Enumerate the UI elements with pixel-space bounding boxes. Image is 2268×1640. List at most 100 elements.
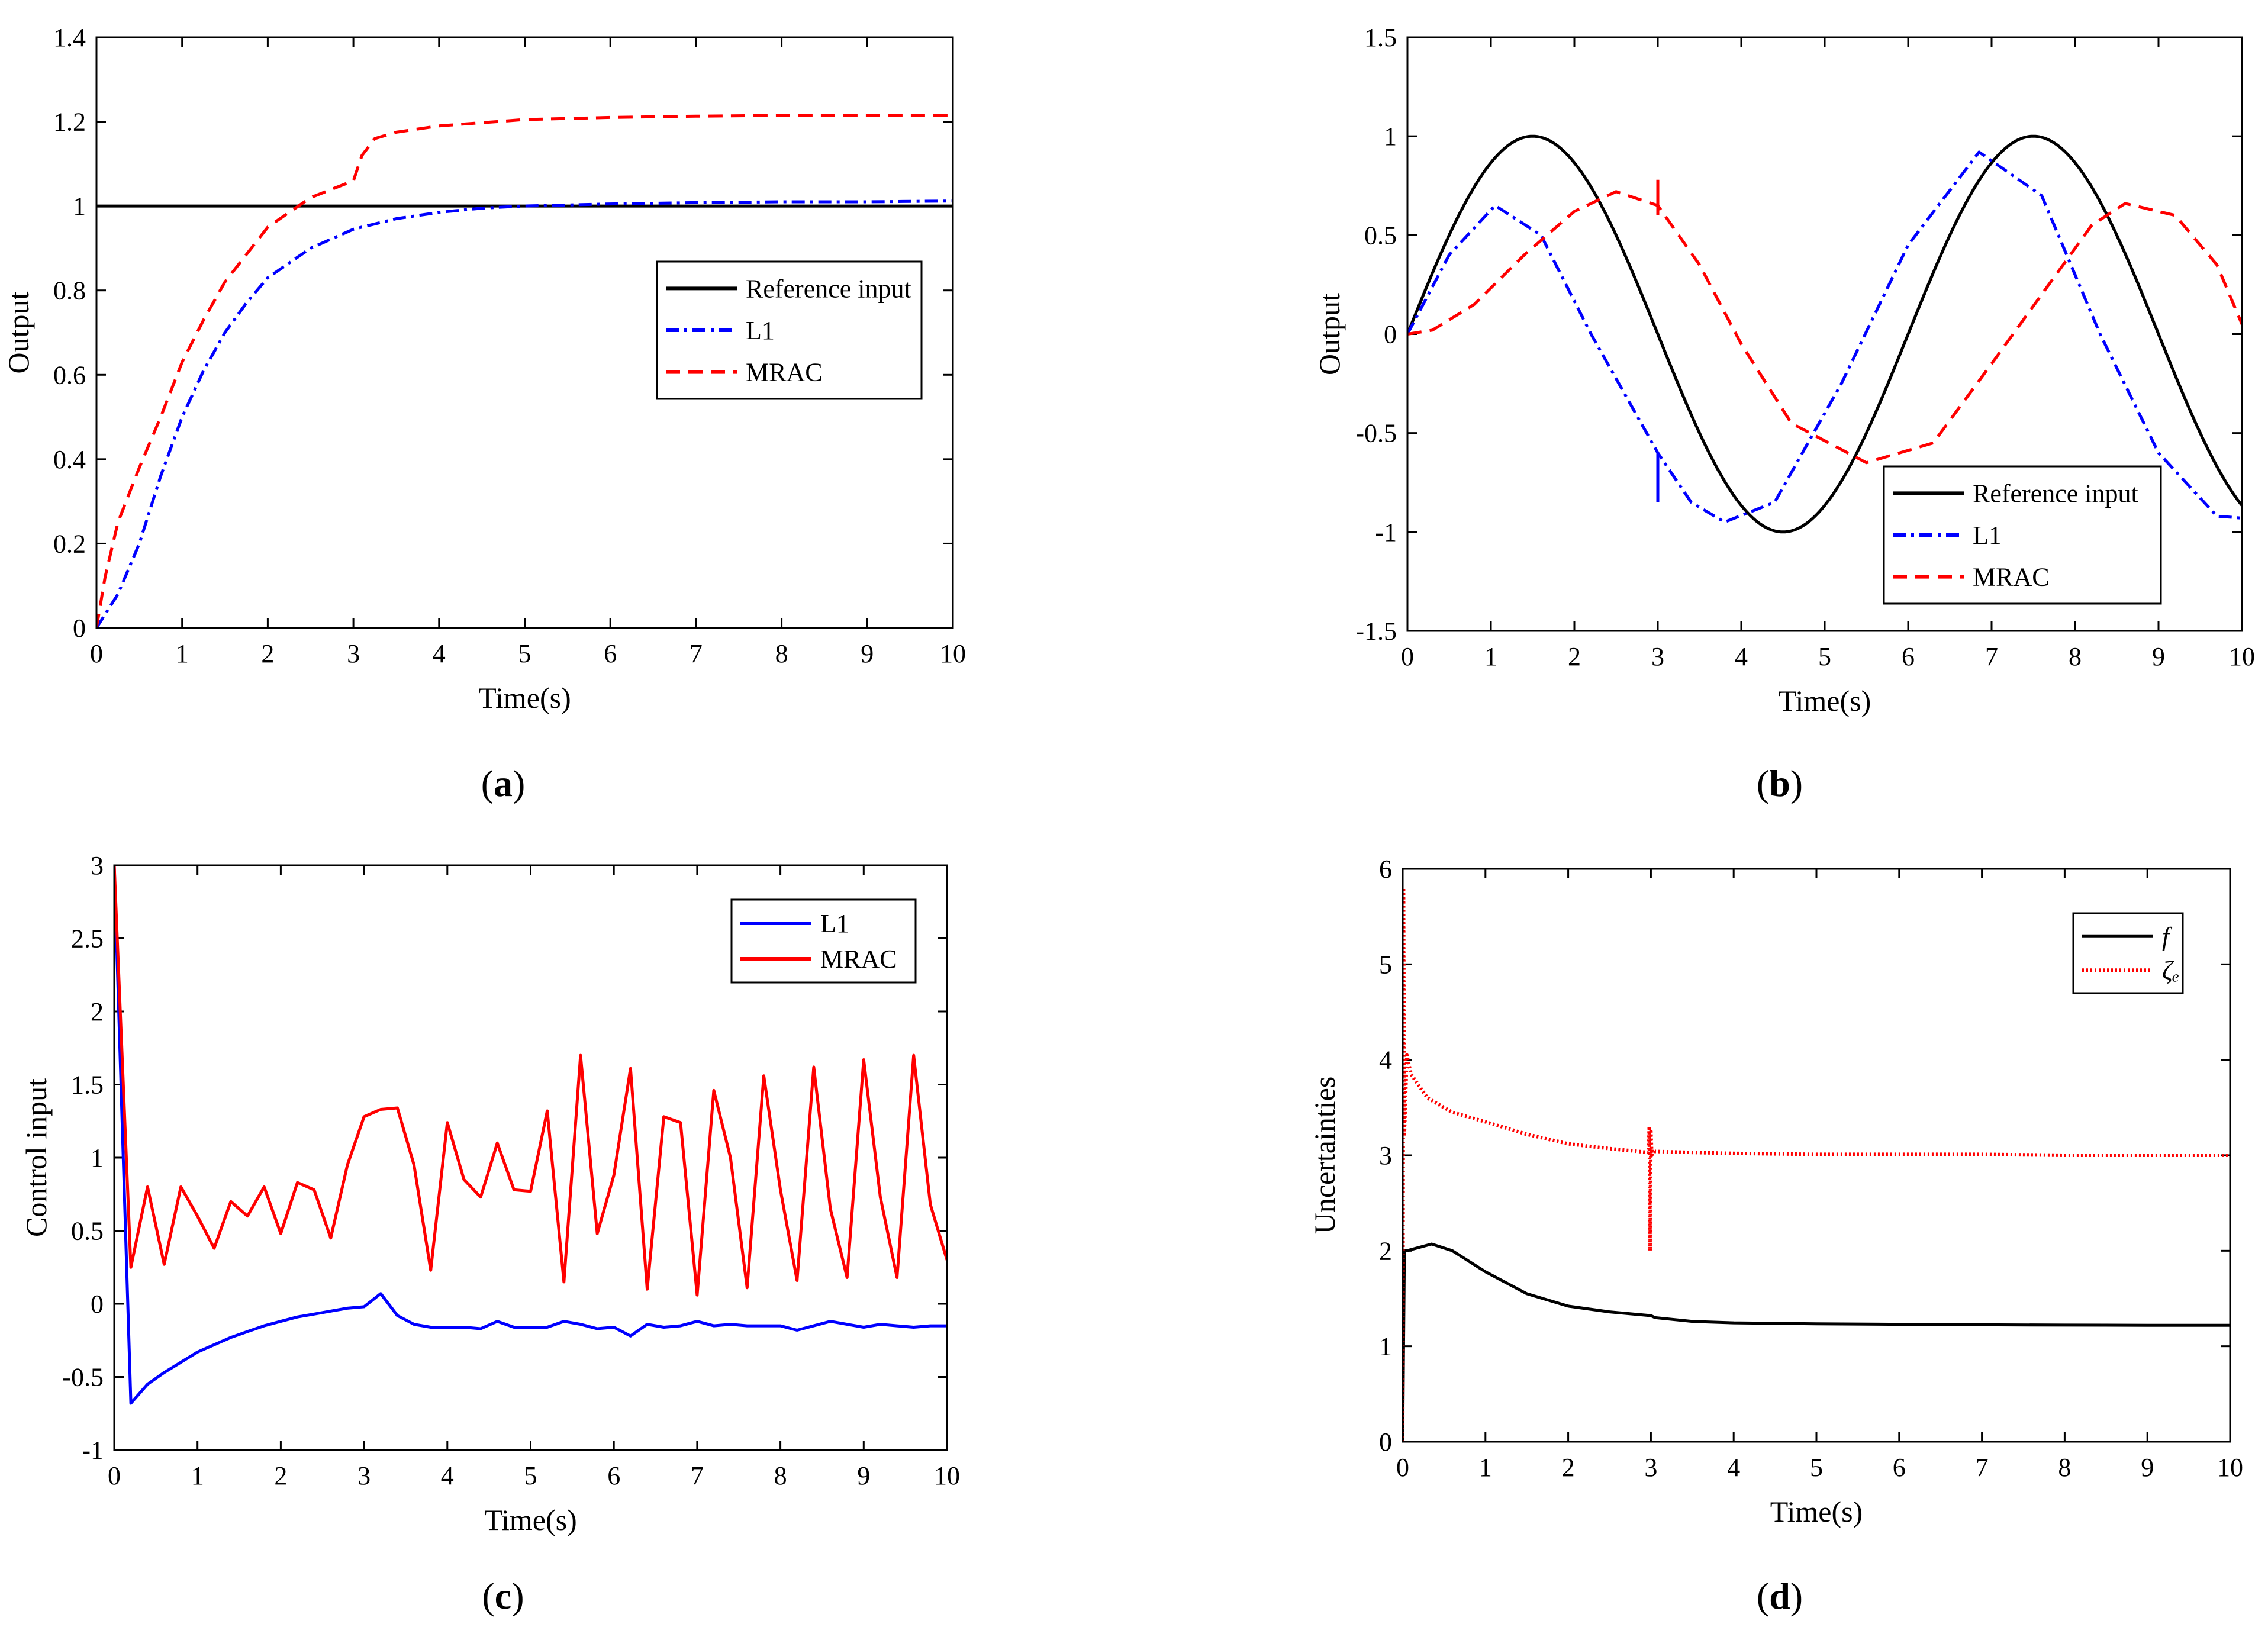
x-tick-label: 9	[2152, 642, 2165, 671]
y-axis-label: Output	[2, 291, 35, 373]
y-tick-label: 0	[73, 614, 86, 643]
series-line-reference-input	[1407, 134, 2242, 534]
y-tick-label: 0	[91, 1290, 104, 1319]
legend-label: MRAC	[1973, 563, 2050, 592]
y-axis-label: Uncertainties	[1308, 1077, 1341, 1235]
x-tick-label: 10	[2229, 642, 2255, 671]
series-line-mrac	[96, 114, 953, 628]
y-tick-label: -1	[1375, 518, 1397, 547]
x-tick-label: 2	[1562, 1453, 1575, 1482]
x-tick-label: 3	[1651, 642, 1664, 671]
legend-label: L1	[820, 909, 849, 938]
x-tick-label: 0	[1401, 642, 1414, 671]
x-tick-label: 5	[1818, 642, 1831, 671]
y-tick-label: 0.2	[53, 529, 86, 558]
y-tick-label: 1	[91, 1143, 104, 1172]
plot-area	[114, 865, 947, 1405]
y-tick-label: 0.6	[53, 360, 86, 389]
x-tick-label: 10	[2217, 1453, 2243, 1482]
y-axis-label: Output	[1313, 293, 1346, 375]
y-tick-label: 2.5	[71, 924, 104, 953]
panel-caption: (a)	[481, 762, 526, 804]
x-tick-label: 3	[347, 639, 360, 668]
y-tick-label: -1	[82, 1436, 104, 1465]
x-tick-label: 7	[1976, 1453, 1989, 1482]
x-tick-label: 6	[1893, 1453, 1906, 1482]
x-tick-label: 9	[861, 639, 874, 668]
y-tick-label: 2	[1379, 1236, 1392, 1265]
x-tick-label: 7	[691, 1461, 704, 1490]
legend-box	[730, 898, 917, 984]
y-tick-label: 0.5	[71, 1217, 104, 1246]
x-tick-label: 10	[934, 1461, 960, 1490]
plot-area	[1407, 134, 2242, 534]
y-tick-label: 1	[1384, 122, 1397, 151]
legend-label: MRAC	[746, 358, 823, 387]
x-tick-label: 4	[441, 1461, 454, 1490]
x-tick-label: 5	[1810, 1453, 1823, 1482]
x-axis-label: Time(s)	[1779, 684, 1871, 717]
legend-label: ζₑ	[2162, 956, 2179, 985]
x-tick-label: 5	[524, 1461, 537, 1490]
x-tick-label: 4	[1735, 642, 1748, 671]
y-tick-label: -0.5	[62, 1363, 104, 1392]
x-tick-label: 9	[857, 1461, 870, 1490]
y-tick-label: 1.4	[53, 23, 86, 52]
x-tick-label: 0	[90, 639, 103, 668]
x-tick-label: 7	[1985, 642, 1998, 671]
y-tick-label: 1.5	[71, 1071, 104, 1100]
y-tick-label: 0.8	[53, 276, 86, 305]
x-tick-label: 6	[1902, 642, 1915, 671]
x-tick-label: 1	[176, 639, 189, 668]
x-tick-label: 2	[261, 639, 274, 668]
x-tick-label: 3	[357, 1461, 371, 1490]
x-tick-label: 2	[274, 1461, 287, 1490]
legend: Reference input L1 MRAC	[1883, 465, 2162, 605]
x-tick-label: 8	[775, 639, 788, 668]
axes-frame	[95, 36, 954, 629]
y-axis-label: Control input	[20, 1078, 53, 1237]
x-tick-label: 7	[690, 639, 703, 668]
series-line-mrac	[114, 865, 947, 1297]
chart-d: 0 1 2 3 4 5 6 7 8 9 10 0 1 2 3 4 5 6 Time(s) Uncertainties f…	[1308, 855, 2243, 1617]
x-tick-label: 8	[2058, 1453, 2071, 1482]
chart-a: 0 1 2 3 4 5 6 7 8 9 10 0 0.2 0.4 0.6 0.8 1 1.2 1.4 Time(s) O…	[2, 23, 966, 804]
plot-area	[96, 114, 953, 628]
y-tick-label: 6	[1379, 855, 1392, 884]
x-tick-label: 1	[191, 1461, 204, 1490]
x-axis-label: Time(s)	[1770, 1495, 1863, 1528]
x-tick-label: 3	[1644, 1453, 1657, 1482]
legend-label: Reference input	[746, 274, 911, 303]
y-tick-label: 0	[1379, 1428, 1392, 1457]
y-tick-label: 2	[91, 997, 104, 1026]
panel-caption: (d)	[1757, 1575, 1803, 1617]
axes-frame	[1406, 36, 2243, 632]
y-tick-label: -0.5	[1355, 419, 1397, 448]
x-tick-label: 8	[774, 1461, 787, 1490]
x-axis-label: Time(s)	[478, 681, 571, 714]
x-axis-label: Time(s)	[484, 1503, 577, 1536]
y-tick-label: 1	[73, 192, 86, 221]
series-line-mrac	[1407, 190, 2242, 465]
axes-frame	[113, 864, 948, 1451]
panel-caption: (c)	[482, 1575, 524, 1617]
x-tick-label: 6	[604, 639, 617, 668]
y-tick-label: -1.5	[1355, 617, 1397, 646]
legend: fζₑ	[2072, 912, 2184, 994]
x-tick-label: 6	[607, 1461, 620, 1490]
y-tick-label: 1.5	[1364, 23, 1397, 52]
x-tick-label: 8	[2069, 642, 2082, 671]
legend-label: Reference input	[1973, 479, 2138, 508]
x-tick-label: 10	[940, 639, 966, 668]
axes-frame	[1402, 868, 2231, 1443]
y-tick-label: 0.5	[1364, 221, 1397, 250]
y-tick-label: 0	[1384, 320, 1397, 349]
panel-caption: (b)	[1757, 762, 1803, 804]
plot-area	[1403, 886, 2230, 1442]
y-tick-label: 1	[1379, 1332, 1392, 1361]
legend-label: L1	[1973, 521, 2002, 550]
x-tick-label: 2	[1568, 642, 1581, 671]
x-tick-label: 0	[1396, 1453, 1409, 1482]
x-tick-label: 4	[1727, 1453, 1740, 1482]
